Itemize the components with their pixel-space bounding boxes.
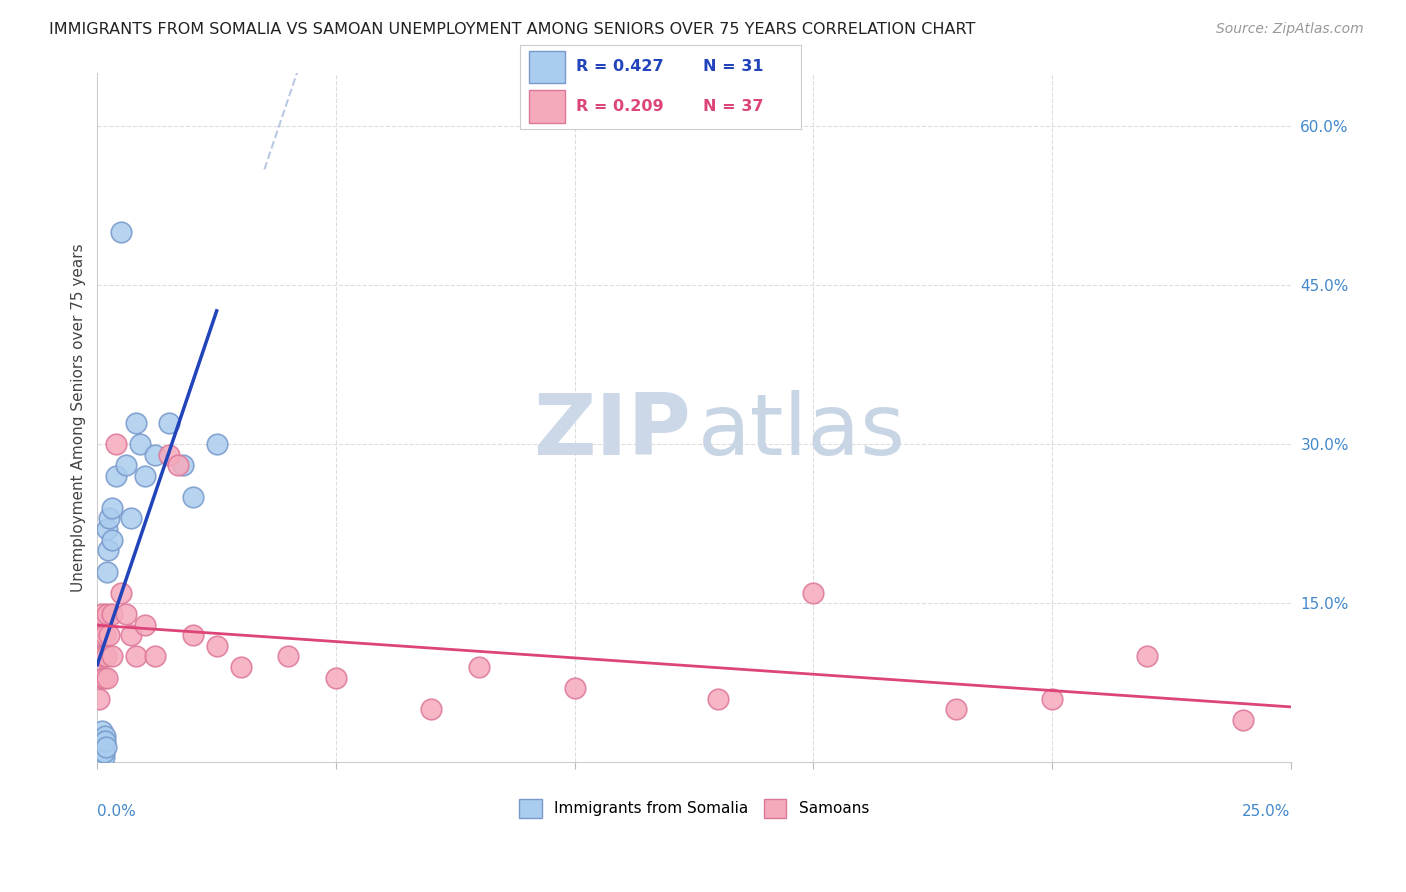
Point [157,416,180,430]
Point [172,458,194,473]
Point [91,671,114,685]
Point [96,565,118,579]
Point [229,660,252,674]
Text: ZIP: ZIP [533,390,690,473]
Point [94,734,117,748]
Point [89,649,111,664]
Point [120,511,142,525]
Point [96,607,118,621]
Point [105,437,128,451]
Point [564,681,586,696]
Point [97,543,120,558]
Point [143,649,166,664]
Point [945,702,967,716]
Point [1136,649,1159,664]
Point [110,585,132,599]
Point [129,437,152,451]
Point [100,500,122,515]
Point [167,458,190,473]
Point [89,739,111,754]
Point [105,469,128,483]
Point [90,628,112,642]
Point [110,225,132,239]
Point [1232,713,1254,727]
Point [120,628,142,642]
Point [91,734,114,748]
Text: IMMIGRANTS FROM SOMALIA VS SAMOAN UNEMPLOYMENT AMONG SENIORS OVER 75 YEARS CORRE: IMMIGRANTS FROM SOMALIA VS SAMOAN UNEMPL… [49,22,976,37]
Text: R = 0.427: R = 0.427 [576,59,664,74]
Point [90,745,112,759]
Point [707,691,730,706]
Point [181,490,204,504]
Point [96,522,118,536]
Point [134,469,156,483]
Text: N = 37: N = 37 [703,99,763,114]
Point [98,628,121,642]
Point [94,739,117,754]
Point [205,437,228,451]
Point [468,660,491,674]
Point [94,628,117,642]
Point [1040,691,1063,706]
Point [801,585,824,599]
Point [205,639,228,653]
Bar [529,51,565,83]
Point [91,723,114,738]
Point [94,649,117,664]
Text: atlas: atlas [697,390,905,473]
Point [91,607,114,621]
Point [93,750,115,764]
Point [277,649,299,664]
Point [115,607,138,621]
Text: Source: ZipAtlas.com: Source: ZipAtlas.com [1216,22,1364,37]
Point [98,511,121,525]
Bar [529,90,565,122]
Point [124,649,146,664]
Point [115,458,138,473]
Point [100,649,122,664]
Point [91,734,114,748]
Point [143,448,166,462]
Point [181,628,204,642]
Point [91,649,114,664]
Point [93,745,115,759]
Point [420,702,443,716]
Text: N = 31: N = 31 [703,59,763,74]
Y-axis label: Unemployment Among Seniors over 75 years: Unemployment Among Seniors over 75 years [72,244,86,592]
Point [90,750,112,764]
Point [87,691,110,706]
Point [325,671,347,685]
Point [93,729,115,743]
Point [134,617,156,632]
Text: R = 0.209: R = 0.209 [576,99,664,114]
Point [93,671,115,685]
Point [100,533,122,547]
Text: 0.0%: 0.0% [97,804,136,819]
Point [89,745,111,759]
Point [96,671,118,685]
Point [100,607,122,621]
Text: 25.0%: 25.0% [1243,804,1291,819]
Legend: Immigrants from Somalia, Samoans: Immigrants from Somalia, Samoans [513,793,875,823]
Point [87,734,110,748]
Point [157,448,180,462]
Point [124,416,146,430]
